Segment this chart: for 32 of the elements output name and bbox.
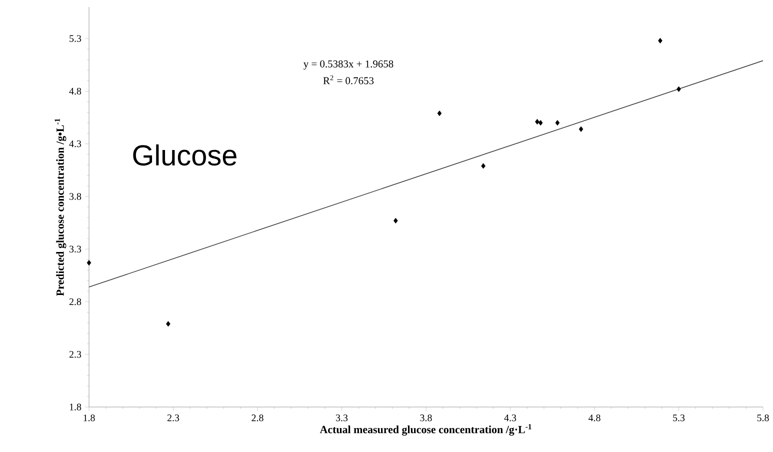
x-tick-label: 4.3 (504, 414, 516, 422)
y-tick-label: 4.8 (69, 88, 82, 95)
y-tick-label: 2.8 (69, 298, 82, 306)
point (394, 218, 398, 224)
point (86, 260, 92, 266)
point (676, 86, 681, 92)
point (555, 120, 560, 126)
x-tick-label: 3.3 (336, 414, 348, 422)
point (538, 120, 543, 126)
point (481, 163, 486, 169)
x-tick-label: 2.3 (167, 414, 180, 422)
x-tick-label: 1.8 (84, 414, 95, 422)
y-tick-label: 5.3 (70, 35, 82, 42)
x-tick-label: 5.3 (673, 414, 685, 422)
point (578, 126, 584, 132)
point (437, 110, 442, 116)
y-axis-title: Predicted glucose concentration /g•L$^{-1}$ (54, 118, 66, 296)
x-tick-label: 2.8 (252, 414, 264, 422)
x-tick-label: 4.8 (588, 414, 600, 422)
annotation: Glucose (133, 144, 236, 166)
point (658, 38, 662, 44)
x-tick-label: 3.8 (420, 414, 432, 422)
x-axis-title: Actual measured glucose concentration /g·L$^{-1}$ (320, 424, 532, 436)
y-tick-label: 2.3 (69, 351, 82, 358)
y-tick-label: 4.3 (69, 140, 82, 148)
x-tick-label: 5.8 (757, 414, 769, 422)
annotation: y = 0.5383x + 1.9658 (303, 60, 394, 70)
y-tick-label: 1.8 (70, 404, 82, 410)
point (166, 321, 170, 327)
y-tick-label: 3.8 (70, 193, 82, 200)
y-tick-label: 3.3 (70, 246, 82, 252)
annotation: R$^{2}$ = 0.7653 (323, 75, 374, 84)
